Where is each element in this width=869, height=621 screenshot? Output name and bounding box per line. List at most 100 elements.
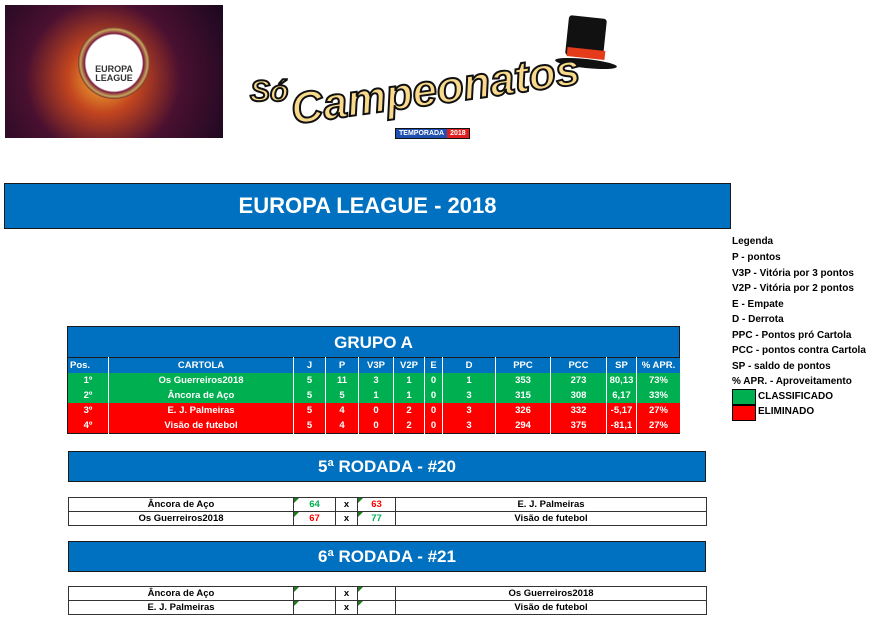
standings-table: Pos. CARTOLA J P V3P V2P E D PPC PCC SP% APR. 1º Os … [67,357,681,434]
versus: x [335,511,358,526]
standings-cell: 2º [67,388,109,403]
standings-cell: 5 [293,403,326,418]
so-campeonatos-logo: Só Campeonatos TEMPORADA 2018 [245,15,618,155]
standings-cell: 73% [636,373,681,388]
away-score: 63 [357,497,396,512]
standings-cell: 294 [495,418,551,434]
versus: x [335,586,358,601]
column-header: D [442,357,496,373]
legend-title: Legenda [732,236,774,247]
versus: x [335,497,358,512]
standings-cell: 4 [325,403,359,418]
legend-item: PPC - Pontos pró Cartola [732,329,852,341]
match-row: E. J. Palmeiras x Visão de futebol [68,600,707,615]
column-header: E [424,357,443,373]
column-header: Pos. [67,357,109,373]
standings-cell: E. J. Palmeiras [108,403,294,418]
standings-cell: 308 [550,388,607,403]
standings-cell: 315 [495,388,551,403]
home-team: Âncora de Aço [68,497,294,512]
legend-swatch-classificado [732,389,756,405]
standings-cell: 3 [442,388,496,403]
versus: x [335,600,358,615]
standings-cell: 3 [442,418,496,434]
standings-cell: 4º [67,418,109,434]
column-header: CARTOLA [108,357,294,373]
home-team: E. J. Palmeiras [68,600,294,615]
round-title: 6ª RODADA - #21 [68,541,706,572]
standings-cell: 0 [424,373,443,388]
legend-item: V2P - Vitória por 2 pontos [732,283,854,294]
standings-row: 4º Visão de futebol 5 4 0 2 0 3 294 375 -81,1 27% [67,418,681,434]
legend-item: V3P - Vitória por 3 pontos [732,267,854,279]
away-score [357,600,396,615]
matches-table: Âncora de Aço x Os Guerreiros2018 E. J. … [68,586,707,615]
home-score [293,586,336,601]
home-team: Os Guerreiros2018 [68,511,294,526]
match-row: Âncora de Aço 64 x 63 E. J. Palmeiras [68,497,707,512]
standings-cell: 33% [636,388,681,403]
standings-cell: Os Guerreiros2018 [108,373,294,388]
standings-cell: 353 [495,373,551,388]
standings-cell: 80,13 [606,373,637,388]
standings-cell: Visão de futebol [108,418,294,434]
legend-swatch-eliminado [732,405,756,421]
standings-cell: 326 [495,403,551,418]
standings-cell: 5 [293,418,326,434]
standings-cell: 5 [325,388,359,403]
standings-cell: 0 [358,403,394,418]
standings-cell: 3 [442,403,496,418]
page-title: EUROPA LEAGUE - 2018 [4,183,731,229]
standings-cell: 0 [424,388,443,403]
away-score [357,586,396,601]
standings-cell: 1 [393,388,425,403]
standings-cell: 375 [550,418,607,434]
standings-cell: 3 [358,373,394,388]
column-header: PPC [495,357,551,373]
column-header: PCC [550,357,607,373]
standings-row: 1º Os Guerreiros2018 5 11 3 1 0 1 353 273 80,13 73% [67,373,681,388]
legend-item: P - pontos [732,252,781,263]
standings-cell: 2 [393,418,425,434]
standings-cell: 0 [424,403,443,418]
standings-cell: Âncora de Aço [108,388,294,403]
standings-cell: 1 [442,373,496,388]
standings-cell: 2 [393,403,425,418]
standings-cell: -81,1 [606,418,637,434]
legend-item: % APR. - Aproveitamento [732,376,852,387]
matches-table: Âncora de Aço 64 x 63 E. J. Palmeiras Os… [68,497,707,526]
home-score [293,600,336,615]
column-header: P [325,357,359,373]
legend-item: SP - saldo de pontos [732,360,831,372]
standings-cell: 1º [67,373,109,388]
away-team: Visão de futebol [395,511,707,526]
match-row: Os Guerreiros2018 67 x 77 Visão de futeb… [68,511,707,526]
standings-row: 2º Âncora de Aço 5 5 1 1 0 3 315 308 6,17 33% [67,388,681,403]
standings-cell: 27% [636,418,681,434]
legend-classificado: CLASSIFICADO [758,391,833,402]
away-score: 77 [357,511,396,526]
legend-item: PCC - pontos contra Cartola [732,345,866,356]
standings-cell: 5 [293,373,326,388]
standings-cell: 27% [636,403,681,418]
legend-eliminado: ELIMINADO [758,406,815,417]
home-score: 64 [293,497,336,512]
column-header: V3P [358,357,394,373]
standings-cell: 1 [393,373,425,388]
column-header: % APR. [636,357,681,373]
group-title: GRUPO A [67,326,680,358]
standings-header: Pos. CARTOLA J P V3P V2P E D PPC PCC SP% APR. [67,357,681,373]
standings-cell: 273 [550,373,607,388]
standings-cell: 3º [67,403,109,418]
legend-item: E - Empate [732,298,784,310]
standings-cell: -5,17 [606,403,637,418]
standings-cell: 0 [358,418,394,434]
away-team: Visão de futebol [395,600,707,615]
column-header: SP [606,357,637,373]
match-row: Âncora de Aço x Os Guerreiros2018 [68,586,707,601]
standings-cell: 5 [293,388,326,403]
home-team: Âncora de Aço [68,586,294,601]
column-header: V2P [393,357,425,373]
column-header: J [293,357,326,373]
standings-cell: 4 [325,418,359,434]
